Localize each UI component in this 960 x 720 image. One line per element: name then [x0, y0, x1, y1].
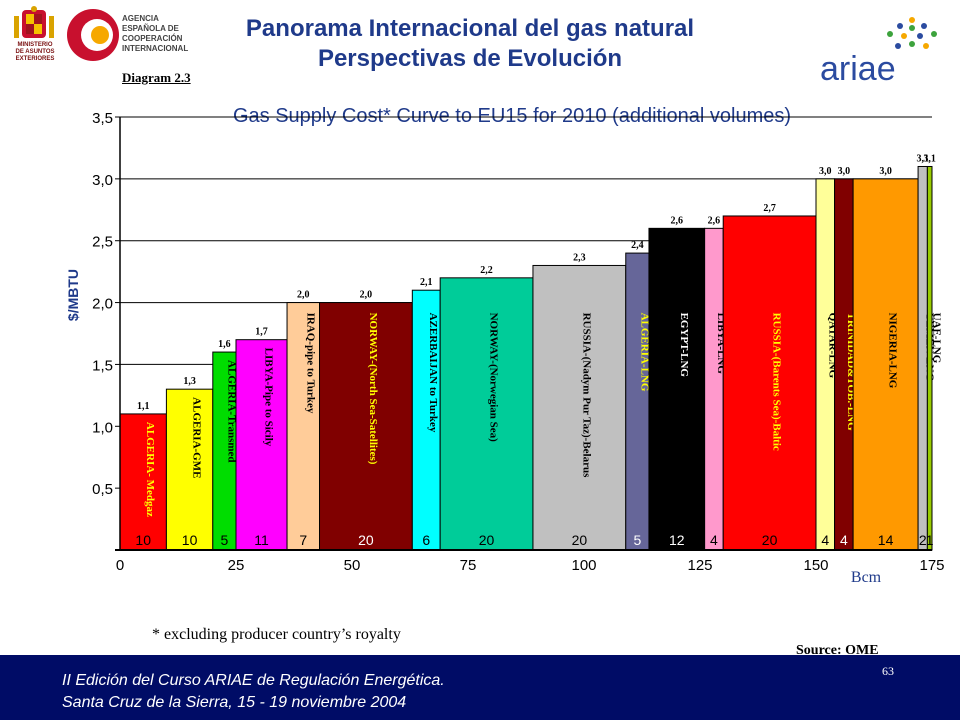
page-number: 63 [882, 664, 894, 678]
bar [165, 388, 214, 551]
cost-label: 2,1 [420, 277, 433, 288]
x-tick-label: 50 [344, 557, 361, 574]
cost-label: 2,2 [480, 265, 493, 276]
bar-name-label: RUSSIA-(Nadym Pur Taz)-Belarus [580, 313, 592, 479]
y-tick-label: 1,0 [92, 419, 113, 436]
bar-name-label: ALGERIA-LNG [638, 313, 650, 392]
volume-label: 2 [919, 532, 927, 548]
cost-label: 3,1 [923, 153, 936, 164]
footer-place-date: Santa Cruz de la Sierra, 15 - 19 noviemb… [62, 694, 407, 711]
bar [648, 227, 706, 551]
bar [411, 289, 441, 551]
cost-label: 2,3 [573, 252, 586, 263]
x-tick-label: 0 [116, 557, 124, 574]
bar-name-label: UAE-LNG [931, 313, 943, 364]
supply-cost-chart: Gas Supply Cost* Curve to EU15 for 2010 … [65, 105, 945, 586]
cost-label: 1,7 [255, 327, 268, 338]
cost-label: 3,1 [916, 153, 929, 164]
cost-label: 1,1 [137, 401, 150, 412]
x-tick-label: 175 [919, 557, 944, 574]
bar-name-label: RUSSIA-(Barents Sea)-Baltic [771, 313, 783, 451]
volume-label: 20 [572, 532, 588, 548]
bar [532, 264, 627, 551]
bar-name-label: AZERBAIJAN to Turkey [427, 313, 439, 433]
y-tick-label: 3,5 [92, 110, 113, 127]
volume-label: 12 [669, 532, 685, 548]
bar [119, 413, 167, 551]
cost-label: 1,6 [218, 339, 231, 350]
y-tick-label: 0,5 [92, 481, 113, 498]
ariae-dots-icon [887, 17, 937, 49]
footer-course: II Edición del Curso ARIAE de Regulación… [62, 672, 445, 689]
aecid-logo-icon [67, 9, 119, 61]
cost-label: 2,6 [671, 215, 684, 226]
volume-label: 20 [358, 532, 374, 548]
bar [286, 302, 321, 551]
axes: 0,51,01,52,02,53,03,50 25 50 75 100 125 150 175 [92, 110, 944, 574]
cost-label: 3,0 [879, 166, 892, 177]
cost-label: 2,4 [631, 240, 644, 251]
ariae-logo-text: ariae [820, 50, 896, 88]
bar-name-label: LIBYA-Pipe to Sicily [263, 348, 275, 447]
bar [319, 302, 413, 551]
x-axis-label: Bcm [851, 569, 882, 586]
spain-coat-of-arms-icon [14, 6, 54, 38]
bar-name-label: ALGERIA- Medgaz [144, 422, 156, 517]
bar [235, 339, 288, 551]
x-tick-label: 100 [571, 557, 596, 574]
cost-label: 2,6 [708, 215, 721, 226]
x-tick-label: 150 [803, 557, 828, 574]
y-axis-label: $/MBTU [65, 269, 81, 321]
cost-label: 2,7 [763, 203, 776, 214]
bar-name-label: ALGERIA-GME [191, 397, 203, 478]
volume-label: 14 [878, 532, 894, 548]
bar-name-label: IRAQ-pipe to Turkey [304, 313, 316, 414]
source-note: Source: OME [796, 643, 879, 658]
ministry-label: MINISTERIO DE ASUNTOS EXTERIORES [15, 42, 55, 62]
volume-label: 20 [479, 532, 495, 548]
volume-label: 5 [633, 532, 641, 548]
volume-label: 7 [299, 532, 307, 548]
bar [852, 178, 919, 551]
bar-name-label: NORWAY-(North Sea-Satellites) [367, 313, 379, 465]
bar [722, 215, 817, 551]
x-tick-label: 25 [228, 557, 245, 574]
page-title: Panorama Internacional del gas natural P… [245, 15, 695, 72]
bar [625, 252, 650, 551]
bar-name-label: EGYPT-LNG [678, 313, 690, 378]
bar [704, 227, 724, 551]
cost-label: 3,0 [819, 166, 832, 177]
bar-name-label: ALGERIA-Transmed [225, 360, 237, 462]
bar [439, 277, 534, 551]
volume-label: 1 [926, 532, 934, 548]
bar-name-label: NORWAY-(Norwegian Sea) [488, 313, 500, 443]
cost-label: 2,0 [360, 290, 373, 301]
cost-label: 1,3 [183, 376, 196, 387]
x-tick-label: 125 [687, 557, 712, 574]
bar-name-label: NIGERIA-LNG [887, 313, 899, 389]
cost-label: 2,0 [297, 290, 310, 301]
x-tick-label: 75 [460, 557, 477, 574]
volume-label: 10 [135, 532, 151, 548]
volume-label: 20 [762, 532, 778, 548]
y-tick-label: 3,0 [92, 172, 113, 189]
volume-label: 10 [182, 532, 198, 548]
volume-label: 11 [254, 532, 269, 548]
y-tick-label: 2,0 [92, 296, 113, 313]
volume-label: 4 [710, 532, 718, 548]
bars: 1,1 10 ALGERIA- Medgaz 1,3 10 ALGERIA-GME 1,6 5… [119, 153, 943, 551]
cost-label: 3,0 [838, 166, 851, 177]
footer-bar [0, 655, 960, 720]
y-tick-label: 1,5 [92, 357, 113, 374]
y-tick-label: 2,5 [92, 234, 113, 251]
chart-title: Gas Supply Cost* Curve to EU15 for 2010 … [233, 105, 791, 127]
volume-label: 5 [221, 532, 229, 548]
agency-label: AGENCIA ESPAÑOLA DE COOPERACIÓN INTERNAC… [122, 14, 189, 53]
volume-label: 4 [840, 532, 848, 548]
diagram-label: Diagram 2.3 [122, 70, 191, 85]
footnote: * excluding producer country’s royalty [152, 626, 401, 643]
volume-label: 6 [422, 532, 430, 548]
volume-label: 4 [821, 532, 829, 548]
